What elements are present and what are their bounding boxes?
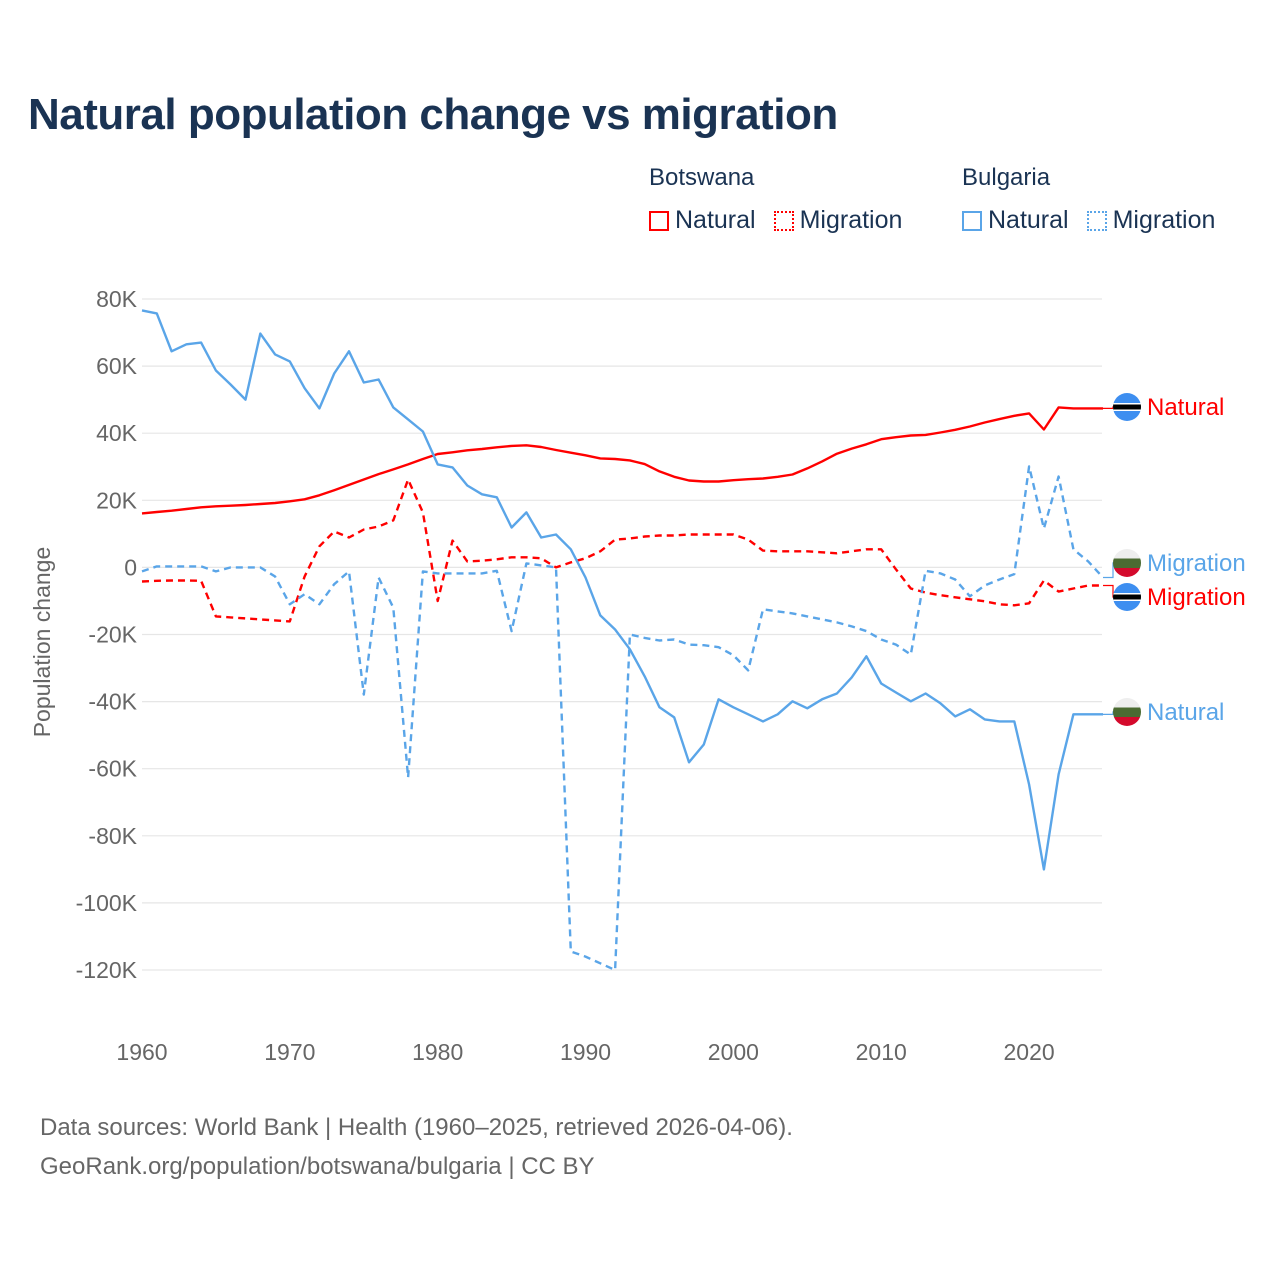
series-line-botswana-natural (141, 406, 1103, 515)
y-tick-label: -20K (88, 622, 137, 648)
y-tick-label: 20K (96, 487, 138, 513)
y-axis-label: Population change (29, 547, 55, 738)
end-label: Natural (1147, 699, 1224, 726)
y-tick-label: -60K (88, 756, 137, 782)
legend-label: Natural (675, 206, 756, 234)
label-connector (1103, 711, 1114, 715)
legend-label: Migration (799, 206, 903, 234)
x-tick-label: 2020 (1003, 1039, 1054, 1065)
flag-black (1113, 594, 1141, 600)
legend-label: Natural (988, 206, 1069, 234)
solid-swatch-icon (649, 210, 669, 231)
x-tick-label: 1960 (116, 1039, 167, 1065)
flag-white (1113, 549, 1141, 559)
y-tick-label: -40K (88, 689, 137, 715)
legend-label: Migration (1112, 206, 1216, 234)
y-tick-label: 40K (96, 420, 138, 446)
y-tick-label: -80K (88, 823, 137, 849)
flag-white (1113, 698, 1141, 708)
legend-heading: Bulgaria (962, 164, 1051, 191)
x-tick-label: 1970 (264, 1039, 315, 1065)
y-tick-label: -120K (76, 957, 138, 983)
end-label: Migration (1147, 550, 1246, 577)
chart-title: Natural population change vs migration (28, 90, 838, 139)
flag-body (1113, 393, 1141, 421)
footer: Data sources: World Bank | Health (1960–… (40, 1108, 793, 1186)
flag-green (1113, 707, 1141, 717)
end-label: Natural (1147, 394, 1224, 421)
flag-black (1113, 404, 1141, 410)
label-connector (1103, 562, 1114, 579)
x-tick-label: 1980 (412, 1039, 463, 1065)
flag-body (1113, 549, 1141, 577)
flag-red (1113, 568, 1141, 577)
solid-swatch-icon (962, 210, 982, 231)
series-line-botswana-migration (141, 478, 1103, 623)
label-connector (1103, 406, 1114, 409)
flag-green (1113, 558, 1141, 568)
bulgaria-flag-icon (1113, 549, 1141, 577)
label-connector (1103, 584, 1114, 598)
x-tick-label: 2000 (708, 1039, 759, 1065)
bulgaria-flag-icon (1113, 698, 1141, 726)
legend-item-bulgaria-migration[interactable]: Migration (1086, 206, 1216, 235)
y-tick-label: 80K (96, 286, 138, 312)
series-line-bulgaria-natural (141, 309, 1103, 871)
footer-link[interactable]: GeoRank.org/population/botswana/bulgaria… (40, 1153, 595, 1180)
flag-red (1113, 717, 1141, 726)
dotted-swatch-icon (1086, 210, 1107, 231)
legend-group-bulgaria: Bulgaria Natural Migration (962, 164, 1215, 235)
legend-item-botswana-migration[interactable]: Migration (773, 206, 903, 235)
flag-body (1113, 583, 1141, 611)
legend-heading: Botswana (649, 164, 755, 191)
footer-sources: Data sources: World Bank | Health (1960–… (40, 1114, 793, 1141)
y-tick-label: 60K (96, 353, 138, 379)
series-line-bulgaria-migration (141, 465, 1104, 972)
end-label: Migration (1147, 584, 1246, 611)
dotted-swatch-icon (773, 210, 794, 231)
botswana-flag-icon (1113, 393, 1141, 421)
x-tick-label: 1990 (560, 1039, 611, 1065)
y-tick-label: 0 (124, 554, 137, 580)
y-tick-label: -100K (76, 890, 138, 916)
legend-item-botswana-natural[interactable]: Natural (649, 206, 756, 235)
botswana-flag-icon (1113, 583, 1141, 611)
legend-item-bulgaria-natural[interactable]: Natural (962, 206, 1069, 235)
legend-group-botswana: Botswana Natural Migration (649, 164, 902, 235)
flag-body (1113, 698, 1141, 726)
x-tick-label: 2010 (856, 1039, 907, 1065)
